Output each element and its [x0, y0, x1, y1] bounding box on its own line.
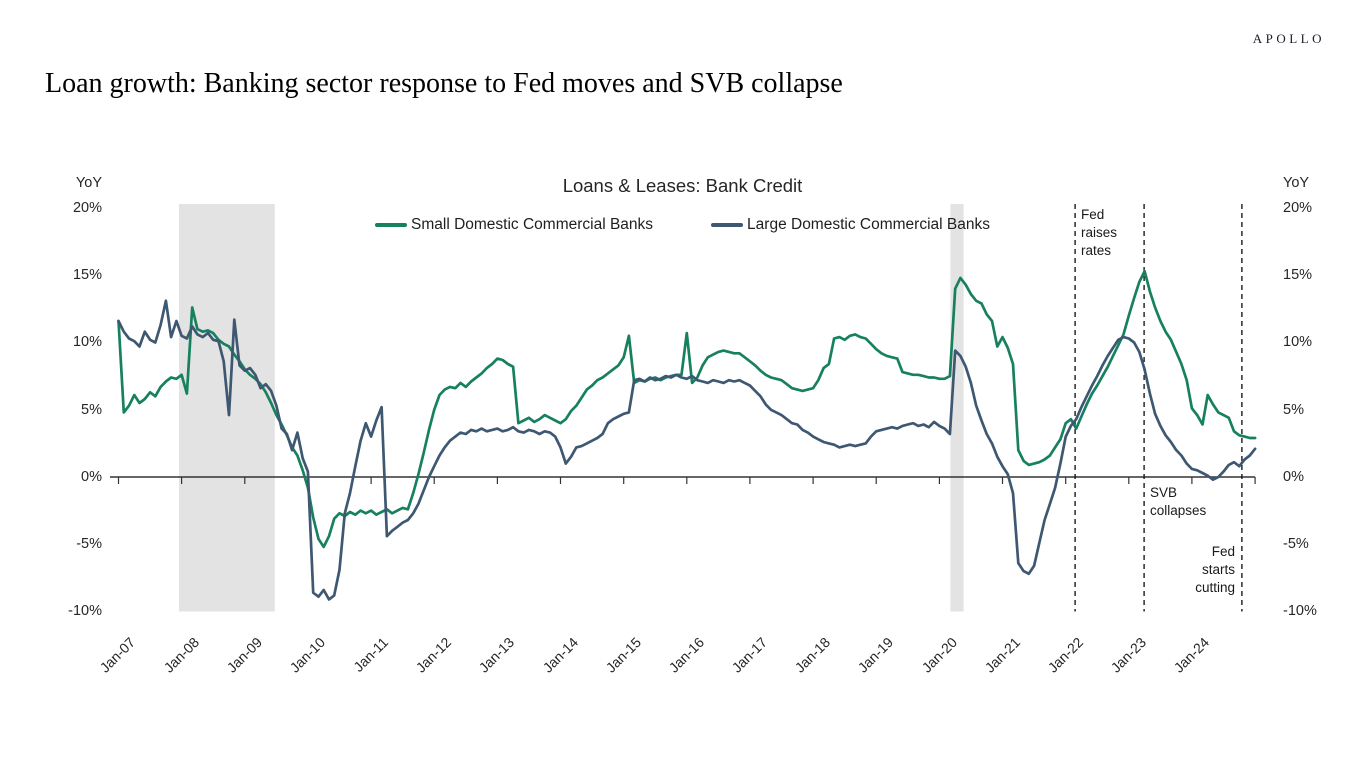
x-axis	[110, 476, 1256, 484]
legend-item-small-banks: Small Domestic Commercial Banks	[375, 216, 653, 234]
y-tick-right-neg5: -5%	[1283, 536, 1309, 552]
y-tick-right-10: 10%	[1283, 334, 1313, 350]
annotation-fed-raises-rates: Fed raises rates	[1081, 207, 1118, 259]
y-tick-left-15: 15%	[72, 267, 102, 283]
recession-bands	[179, 204, 964, 612]
y-tick-left-neg5: -5%	[76, 536, 102, 552]
annotation-fed-starts-cutting: Fed starts cutting	[1195, 544, 1235, 596]
recession-band-0	[179, 204, 275, 612]
y-axis-unit-right: YoY	[1283, 175, 1310, 191]
y-tick-right-15: 15%	[1283, 267, 1313, 283]
y-tick-left-neg10: -10%	[68, 603, 102, 619]
legend-label-small-banks: Small Domestic Commercial Banks	[411, 216, 654, 233]
legend-label-large-banks: Large Domestic Commercial Banks	[747, 216, 990, 233]
chart-title: Loans & Leases: Bank Credit	[562, 175, 803, 196]
chart-legend: Small Domestic Commercial Banks Large Do…	[110, 216, 1255, 234]
apollo-logo: APOLLO	[1252, 31, 1325, 46]
series-lines	[117, 269, 1257, 601]
y-tick-right-neg10: -10%	[1283, 603, 1317, 619]
legend-swatch-large-banks	[711, 223, 744, 227]
legend-item-large-banks: Large Domestic Commercial Banks	[711, 216, 990, 234]
y-axis-unit-left: YoY	[75, 175, 102, 191]
y-tick-left-0: 0%	[81, 469, 102, 485]
series-line-small-banks	[117, 269, 1257, 549]
legend-swatch-small-banks	[375, 223, 408, 227]
series-line-large-banks	[117, 299, 1257, 601]
y-tick-left-20: 20%	[72, 200, 102, 216]
y-tick-left-5: 5%	[81, 402, 102, 418]
annotation-svb-collapses: SVB collapses	[1150, 485, 1207, 519]
y-tick-right-0: 0%	[1283, 469, 1304, 485]
y-tick-right-20: 20%	[1283, 200, 1313, 216]
page-title: Loan growth: Banking sector response to …	[45, 68, 843, 99]
y-tick-right-5: 5%	[1283, 402, 1304, 418]
y-tick-left-10: 10%	[72, 334, 102, 350]
